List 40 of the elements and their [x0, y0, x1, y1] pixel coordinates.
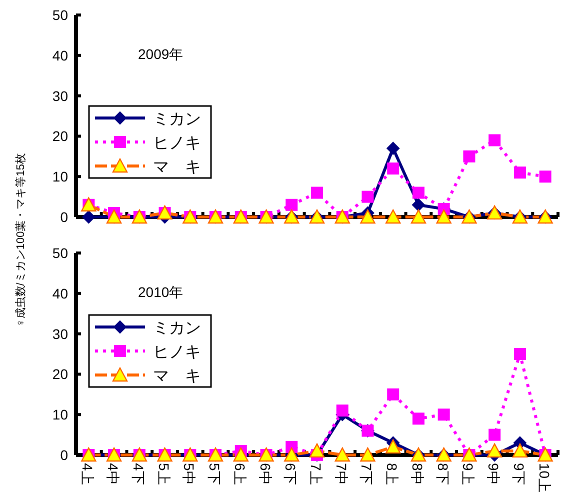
xtick: 9下 [510, 463, 527, 485]
ytick: 40 [52, 285, 68, 302]
ytick: 10 [52, 168, 68, 185]
legend-label: マ キ [153, 159, 201, 176]
ytick: 0 [60, 209, 68, 225]
ytick: 50 [52, 245, 68, 261]
ytick: 30 [52, 326, 68, 342]
xtick: 6上 [232, 463, 248, 485]
ytick: 0 [60, 447, 68, 463]
ytick: 30 [52, 88, 68, 104]
xtick: 8中 [409, 463, 426, 485]
legend-label: ヒノキ [153, 135, 201, 152]
legend-label: ミカン [153, 320, 201, 337]
xtick: 4中 [105, 463, 122, 485]
ytick: 20 [52, 366, 68, 382]
title: 2010年 [138, 284, 184, 300]
xtick: 6下 [282, 463, 299, 485]
legend-label: マ キ [153, 368, 201, 385]
legend-label: ヒノキ [153, 344, 201, 361]
xtick: 7下 [358, 463, 375, 485]
ytick: 10 [52, 406, 68, 423]
xtick: 10上 [536, 463, 552, 493]
xtick: 5上 [156, 463, 172, 485]
xtick: 4上 [80, 463, 96, 485]
ylabel: ♀成虫数/ミカン100葉・マキ等15枚 [15, 153, 27, 327]
xtick: 8下 [434, 463, 451, 485]
title: 2009年 [138, 46, 184, 62]
xtick: 4下 [130, 463, 146, 485]
xtick: 5中 [181, 463, 198, 485]
legend-label: ミカン [153, 111, 201, 128]
xtick: 7中 [333, 463, 350, 485]
xtick: 9中 [486, 463, 502, 485]
xtick: 7上 [308, 463, 324, 485]
ytick: 50 [52, 7, 68, 23]
ytick: 40 [52, 47, 68, 64]
xtick: 6中 [257, 463, 274, 485]
xtick: 8上 [384, 463, 400, 485]
xtick: 5下 [206, 463, 223, 485]
ytick: 20 [52, 128, 68, 144]
xtick: 9上 [460, 463, 476, 485]
